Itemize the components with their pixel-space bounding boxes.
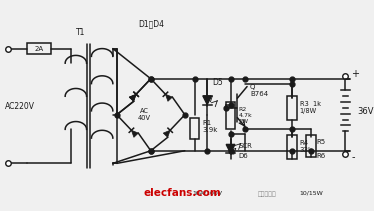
Polygon shape bbox=[226, 144, 235, 153]
Text: R1
3.9k: R1 3.9k bbox=[202, 120, 218, 133]
Text: -: - bbox=[351, 153, 355, 162]
Text: AC220V: AC220V bbox=[4, 103, 34, 111]
Bar bbox=[226, 102, 235, 129]
Text: +: + bbox=[351, 69, 359, 79]
Bar bbox=[287, 135, 297, 158]
Text: D6: D6 bbox=[238, 153, 248, 159]
Text: R3  1k
1/8W: R3 1k 1/8W bbox=[300, 101, 321, 114]
Text: 2A: 2A bbox=[34, 46, 43, 52]
Text: AC
40V: AC 40V bbox=[138, 108, 150, 121]
Polygon shape bbox=[129, 94, 136, 101]
Text: R2
4.7k
1W: R2 4.7k 1W bbox=[238, 107, 252, 124]
Text: 36V: 36V bbox=[357, 107, 374, 116]
Polygon shape bbox=[203, 96, 212, 104]
Text: R4
33k: R4 33k bbox=[300, 140, 313, 153]
Polygon shape bbox=[131, 130, 138, 137]
Text: D5: D5 bbox=[212, 78, 223, 87]
Text: T1: T1 bbox=[76, 28, 85, 37]
Text: SCR: SCR bbox=[238, 143, 252, 149]
Text: D1～D4: D1～D4 bbox=[138, 20, 164, 29]
Text: Q
B764: Q B764 bbox=[250, 84, 268, 97]
Text: R5: R5 bbox=[316, 139, 325, 145]
Bar bbox=[27, 43, 50, 54]
Text: R6: R6 bbox=[316, 153, 325, 159]
Polygon shape bbox=[165, 94, 172, 101]
Polygon shape bbox=[163, 130, 170, 137]
Text: 10/15W: 10/15W bbox=[300, 190, 323, 195]
Bar bbox=[287, 96, 297, 120]
Text: elecfans.com: elecfans.com bbox=[143, 188, 221, 197]
Bar bbox=[306, 135, 316, 157]
Polygon shape bbox=[129, 94, 136, 101]
Text: 10A/100V: 10A/100V bbox=[192, 190, 222, 195]
Text: 电路爱好者: 电路爱好者 bbox=[258, 192, 277, 197]
Bar bbox=[190, 118, 199, 139]
